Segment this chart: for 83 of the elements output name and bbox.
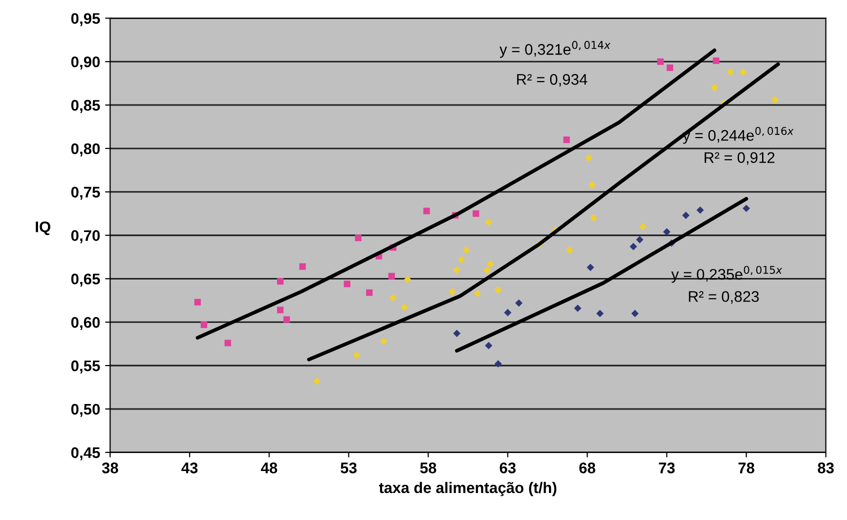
point bbox=[682, 212, 690, 219]
point bbox=[696, 206, 704, 214]
point bbox=[486, 260, 494, 268]
point bbox=[453, 266, 461, 274]
y-tick-label: 0,85 bbox=[71, 100, 100, 113]
y-tick-label: 0,95 bbox=[71, 13, 100, 26]
point bbox=[388, 272, 395, 280]
x-tick-label: 73 bbox=[658, 462, 675, 474]
point bbox=[472, 210, 480, 217]
point bbox=[313, 378, 321, 385]
point bbox=[742, 204, 750, 212]
point bbox=[590, 214, 598, 222]
point bbox=[380, 338, 388, 345]
y-tick-label: 0,90 bbox=[71, 56, 100, 70]
annotation: y = 0,321e$^{0,014x}$ bbox=[499, 40, 610, 58]
x-tick-label: 38 bbox=[102, 462, 118, 474]
y-tick-label: 0,55 bbox=[71, 360, 100, 374]
point bbox=[283, 316, 290, 323]
x-tick-label: 58 bbox=[420, 462, 436, 474]
annotation: R² = 0,912 bbox=[704, 152, 774, 165]
point bbox=[484, 218, 492, 226]
point bbox=[586, 264, 594, 272]
point bbox=[630, 242, 638, 250]
point bbox=[458, 256, 466, 264]
y-tick-label: 0,45 bbox=[71, 447, 100, 460]
x-tick-label: 53 bbox=[340, 462, 357, 474]
point bbox=[224, 340, 232, 346]
point bbox=[563, 136, 570, 144]
point bbox=[453, 330, 461, 338]
point bbox=[390, 294, 397, 302]
point bbox=[710, 84, 718, 92]
annotation: R² = 0,823 bbox=[688, 291, 759, 304]
x-tick-label: 63 bbox=[500, 462, 516, 474]
point bbox=[483, 266, 491, 274]
point bbox=[484, 342, 492, 350]
point bbox=[504, 308, 512, 316]
point bbox=[277, 306, 284, 314]
point bbox=[663, 228, 670, 236]
point bbox=[354, 234, 362, 242]
point bbox=[494, 286, 502, 294]
point bbox=[657, 58, 664, 65]
point bbox=[596, 310, 604, 318]
point bbox=[400, 304, 408, 312]
point bbox=[494, 360, 502, 368]
point bbox=[666, 64, 674, 71]
point bbox=[200, 321, 208, 328]
x-tick-label: 83 bbox=[818, 462, 834, 474]
y-tick-label: 0,70 bbox=[71, 230, 100, 244]
point bbox=[515, 299, 523, 307]
point bbox=[352, 351, 360, 359]
point bbox=[277, 278, 284, 285]
y-tick-label: 0,50 bbox=[71, 404, 100, 417]
y-tick-label: 0,80 bbox=[71, 143, 100, 156]
point bbox=[423, 208, 430, 214]
point bbox=[712, 57, 720, 64]
x-tick-label: 48 bbox=[260, 462, 278, 474]
point bbox=[726, 68, 734, 76]
x-axis-title: taxa de alimentação (t/h) bbox=[379, 482, 556, 496]
y-tick-label: 0,65 bbox=[71, 274, 100, 287]
point bbox=[344, 280, 350, 288]
point bbox=[771, 96, 779, 104]
point bbox=[739, 68, 747, 76]
point bbox=[588, 181, 596, 189]
point bbox=[474, 290, 482, 298]
point bbox=[366, 289, 373, 296]
annotation: R² = 0,934 bbox=[517, 74, 588, 87]
x-tick-label: 78 bbox=[738, 462, 754, 474]
y-tick-label: 0,60 bbox=[71, 317, 100, 330]
point bbox=[566, 246, 574, 254]
point bbox=[299, 263, 306, 270]
y-tick-label: 0,75 bbox=[71, 186, 100, 200]
point bbox=[639, 222, 647, 230]
x-tick-label: 43 bbox=[181, 462, 198, 474]
point bbox=[574, 304, 582, 312]
point bbox=[194, 298, 201, 306]
point bbox=[636, 236, 644, 244]
point bbox=[448, 288, 456, 296]
point bbox=[462, 246, 470, 254]
x-tick-label: 68 bbox=[579, 462, 596, 474]
point bbox=[631, 310, 639, 318]
point bbox=[585, 154, 593, 162]
y-axis-title: IQ bbox=[36, 221, 50, 236]
point bbox=[404, 276, 412, 284]
